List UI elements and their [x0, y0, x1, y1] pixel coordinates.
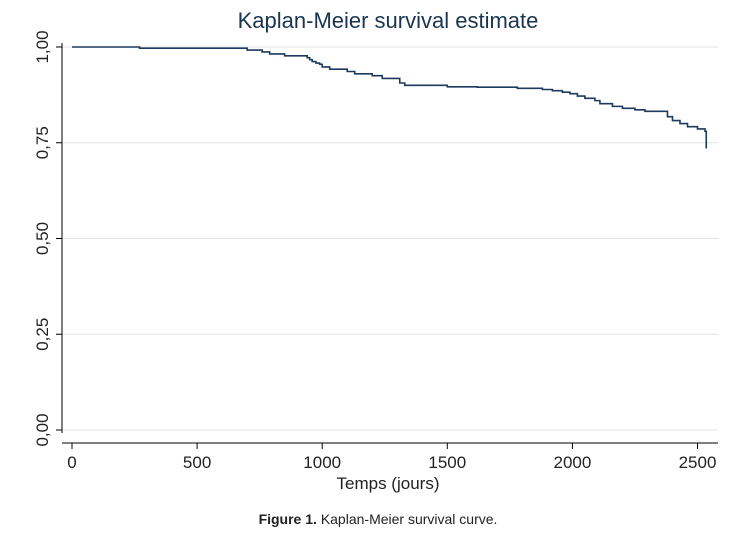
x-tick-label-0: 0	[67, 453, 76, 472]
caption-text: Kaplan-Meier survival curve.	[320, 511, 498, 527]
grid-lines	[62, 46, 718, 431]
x-tick-label-5: 2500	[679, 453, 717, 472]
y-tick-label-4: 1,00	[33, 30, 52, 63]
y-tick-label-1: 0,25	[33, 318, 52, 351]
chart-title: Kaplan-Meier survival estimate	[238, 8, 539, 33]
series-group	[72, 46, 708, 149]
y-tick-label-2: 0,50	[33, 222, 52, 255]
caption-label: Figure 1.	[258, 511, 317, 527]
x-axis-ticks: 0 500 1000 1500 2000 2500	[67, 443, 716, 472]
y-axis-ticks: 0,00 0,25 0,50 0,75 1,00	[33, 30, 62, 447]
figure-caption: Figure 1. Kaplan-Meier survival curve.	[0, 511, 756, 527]
survival-curve-0	[72, 46, 708, 149]
x-axis-label: Temps (jours)	[337, 474, 440, 493]
axes	[61, 43, 718, 444]
x-tick-label-2: 1000	[303, 453, 341, 472]
x-tick-label-1: 500	[183, 453, 211, 472]
y-tick-label-3: 0,75	[33, 126, 52, 159]
km-chart: Kaplan-Meier survival estimate 0 500 1000 1…	[33, 8, 718, 493]
x-tick-label-4: 2000	[553, 453, 591, 472]
x-tick-label-3: 1500	[428, 453, 466, 472]
y-tick-label-0: 0,00	[33, 413, 52, 446]
